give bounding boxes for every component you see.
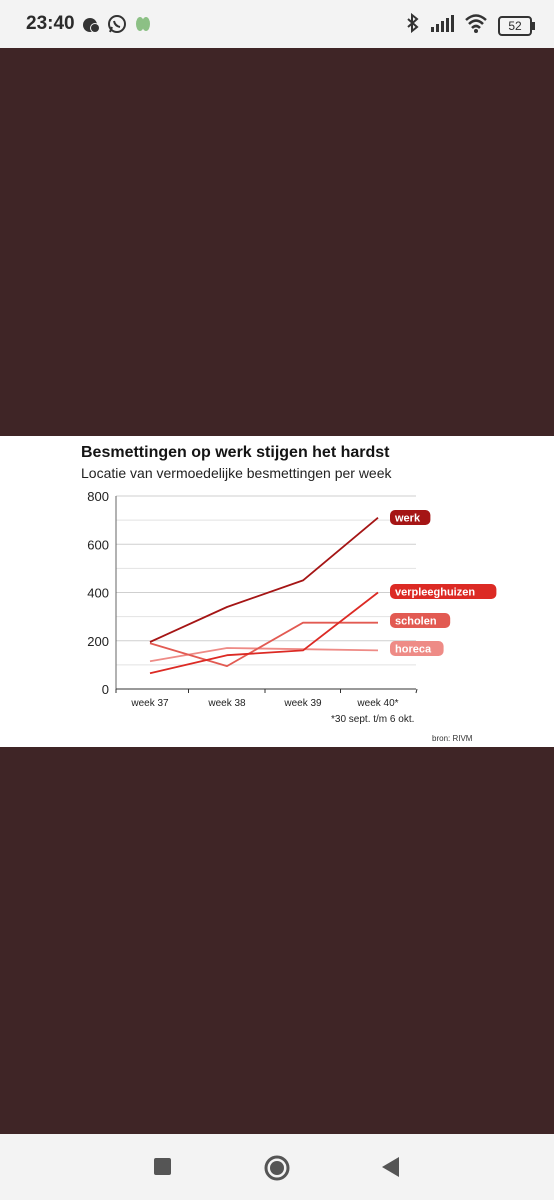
leaf-icon [133, 14, 153, 34]
series-label-badge [390, 613, 451, 628]
x-tick-label: week 38 [207, 698, 246, 709]
recents-button[interactable] [150, 1154, 176, 1180]
x-tick-label: week 40* [356, 698, 398, 709]
chart-source: bron: RIVM [432, 734, 473, 743]
chart-subtitle: Locatie van vermoedelijke besmettingen p… [81, 465, 392, 481]
x-tick [415, 688, 418, 694]
wifi-icon [464, 13, 488, 38]
status-time: 23:40 [26, 13, 75, 34]
home-circle-icon [264, 1155, 290, 1181]
series-line-scholen [149, 621, 378, 668]
series-label: werk [394, 513, 421, 525]
chart-title: Besmettingen op werk stijgen het hardst [81, 444, 390, 461]
y-tick-label: 400 [87, 586, 109, 601]
series-line-horeca [149, 647, 379, 663]
line-chart: 0 200 400 600 800 week 37 week 38 week 39 week 4… [87, 489, 497, 709]
y-tick-label: 800 [87, 489, 109, 504]
series-label-badge [390, 641, 444, 656]
home-button[interactable] [263, 1154, 290, 1181]
whatsapp-icon [107, 14, 127, 34]
alarm-icon [81, 14, 101, 34]
battery-indicator: 52 [498, 15, 535, 36]
x-tick-label: week 39 [283, 698, 322, 709]
status-bar: 23:40 52 [0, 0, 554, 48]
back-button[interactable] [378, 1154, 404, 1180]
series-label: verpleeghuizen [395, 587, 475, 599]
back-triangle-icon [382, 1157, 399, 1177]
status-right-icons: 52 [406, 12, 535, 38]
series-line-werk [149, 517, 379, 643]
navigation-bar [0, 1134, 554, 1200]
series-label: horeca [395, 644, 432, 656]
signal-icon [430, 14, 454, 37]
series-line-verpleeghuizen [149, 591, 379, 675]
y-tick-label: 600 [87, 537, 109, 552]
series-label: scholen [395, 616, 437, 628]
status-left-icons [81, 14, 153, 34]
x-tick-label: week 37 [130, 698, 169, 709]
chart-footnote: *30 sept. t/m 6 okt. [331, 714, 415, 725]
bluetooth-icon [406, 12, 420, 38]
series-label-badge [390, 510, 431, 525]
recents-square-icon [154, 1158, 171, 1175]
y-tick-label: 200 [87, 634, 109, 649]
series-label-badge [390, 584, 497, 599]
y-tick-label: 0 [102, 682, 109, 697]
